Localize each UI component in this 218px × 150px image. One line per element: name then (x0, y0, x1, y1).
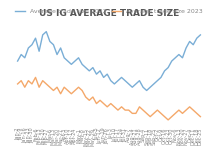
Average trade size 2022 (117, 80, 119, 82)
Legend: Average trade size 2022, Average trade size 2023: Average trade size 2022, Average trade s… (13, 6, 205, 16)
Average trade size 2023 (131, 112, 134, 114)
Average trade size 2023 (167, 119, 169, 121)
Average trade size 2022 (106, 73, 109, 75)
Average trade size 2022 (84, 67, 87, 69)
Title: US IG AVERAGE TRADE SIZE: US IG AVERAGE TRADE SIZE (39, 9, 179, 18)
Average trade size 2022 (45, 31, 48, 33)
Average trade size 2022 (16, 60, 19, 62)
Average trade size 2023 (84, 96, 87, 98)
Average trade size 2023 (34, 76, 37, 78)
Average trade size 2023 (106, 106, 109, 108)
Average trade size 2023 (138, 106, 141, 108)
Average trade size 2022 (131, 86, 134, 88)
Average trade size 2022 (145, 90, 148, 91)
Line: Average trade size 2022: Average trade size 2022 (18, 32, 200, 90)
Average trade size 2023 (31, 83, 33, 85)
Average trade size 2023 (117, 109, 119, 111)
Average trade size 2023 (16, 83, 19, 85)
Average trade size 2023 (199, 116, 202, 118)
Average trade size 2022 (199, 34, 202, 36)
Average trade size 2022 (138, 80, 141, 82)
Average trade size 2022 (31, 44, 33, 46)
Line: Average trade size 2023: Average trade size 2023 (18, 77, 200, 120)
